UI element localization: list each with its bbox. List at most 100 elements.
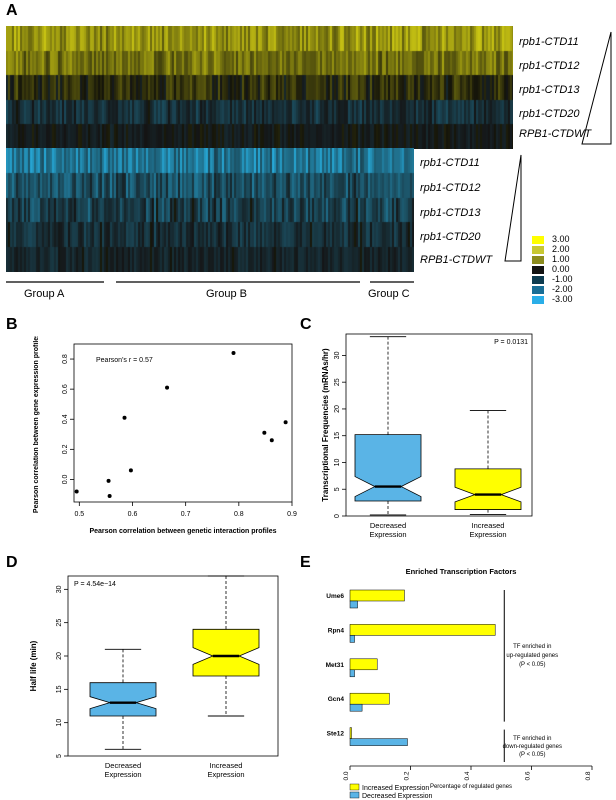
bar-decreased bbox=[349, 738, 408, 746]
bar-decreased bbox=[349, 703, 363, 712]
y-tick-label: 20 bbox=[334, 405, 341, 413]
legend-value: -3.00 bbox=[552, 294, 573, 304]
bar-increased bbox=[349, 658, 378, 671]
y-tick-label: 25 bbox=[56, 619, 63, 627]
legend-label: Decreased Expression bbox=[362, 793, 433, 800]
plot-frame bbox=[73, 343, 293, 503]
bar-decreased bbox=[349, 600, 358, 609]
legend-swatch bbox=[349, 791, 360, 799]
y-tick-label: 5 bbox=[334, 487, 341, 491]
heatmap-top-row-label: rpb1-CTD20 bbox=[519, 108, 580, 120]
category-label: Gcn4 bbox=[328, 696, 345, 703]
y-axis-label: Transcriptional Frequencies (mRNAs/hr) bbox=[321, 348, 330, 502]
x-tick-label: 0.6 bbox=[525, 771, 532, 780]
scatter-point bbox=[231, 351, 236, 356]
y-axis-label: Pearson correlation between gene express… bbox=[33, 336, 40, 513]
legend-swatch bbox=[532, 246, 544, 254]
y-tick-label: 30 bbox=[334, 351, 341, 359]
panel-letter-e: E bbox=[300, 554, 311, 571]
legend-swatch bbox=[532, 286, 544, 294]
bar-increased bbox=[349, 727, 352, 739]
bracket-label-down: TF enriched in bbox=[513, 736, 551, 742]
x-tick-label: 0.5 bbox=[74, 511, 84, 518]
group-brackets bbox=[6, 281, 414, 283]
heatmap-bottom-row-label: rpb1-CTD11 bbox=[420, 157, 480, 169]
box-decreased bbox=[354, 434, 422, 502]
scatter-point bbox=[165, 385, 170, 390]
x-tick-label: 0.4 bbox=[464, 771, 471, 780]
category-label: Met31 bbox=[326, 662, 345, 669]
y-axis-label: Half life (min) bbox=[29, 640, 38, 691]
category-label: Expression bbox=[207, 770, 244, 779]
legend-swatch bbox=[532, 266, 544, 274]
box-plot-transcription: 051015202530DecreasedExpressionIncreased… bbox=[321, 333, 533, 539]
scatter-point bbox=[106, 478, 111, 483]
color-legend-rows: 3.00 2.00 1.00 0.00 -1.00 -2.00 bbox=[532, 234, 612, 296]
group-label-a: Group A bbox=[24, 288, 65, 300]
y-tick-label: 20 bbox=[56, 652, 63, 660]
heatmap-bottom-row-label: rpb1-CTD13 bbox=[420, 207, 481, 219]
x-tick-label: 0.8 bbox=[234, 511, 244, 518]
legend-swatch bbox=[349, 783, 360, 791]
chart-title: Enriched Transcription Factors bbox=[406, 567, 517, 576]
legend-value: -1.00 bbox=[552, 274, 573, 284]
bar-increased bbox=[349, 692, 390, 705]
x-tick-label: 0.7 bbox=[181, 511, 191, 518]
bracket-label-up: TF enriched in bbox=[513, 644, 551, 650]
plot-frame bbox=[67, 575, 279, 757]
x-tick-label: 0.6 bbox=[128, 511, 138, 518]
y-tick-label: 10 bbox=[56, 719, 63, 727]
bracket-label-down: down-regulated genes bbox=[503, 744, 562, 750]
wedge-top-icon bbox=[581, 31, 612, 145]
scatter-point bbox=[128, 468, 133, 473]
scatter-point bbox=[283, 420, 288, 425]
scatter-point bbox=[122, 415, 127, 420]
heatmap-bottom-row-label: RPB1-CTDWT bbox=[420, 254, 493, 266]
category-label: Decreased bbox=[105, 761, 141, 770]
bar-decreased bbox=[349, 635, 355, 643]
legend-value: 3.00 bbox=[552, 234, 570, 244]
panel-letter-b: B bbox=[6, 316, 18, 333]
box-decreased bbox=[89, 682, 157, 717]
x-axis-label: Pearson correlation between genetic inte… bbox=[89, 528, 276, 535]
legend-value: 2.00 bbox=[552, 244, 570, 254]
category-label: Decreased bbox=[370, 521, 406, 530]
category-label: Increased bbox=[472, 521, 505, 530]
y-tick-label: 15 bbox=[56, 685, 63, 693]
legend-swatch bbox=[532, 296, 544, 304]
category-label: Expression bbox=[104, 770, 141, 779]
bar-increased bbox=[349, 624, 496, 636]
bar-chart-transcription-factors: Enriched Transcription Factors Ume6 Rpn4 Me… bbox=[326, 567, 593, 800]
legend-swatch bbox=[532, 256, 544, 264]
scatter-point bbox=[74, 489, 79, 494]
heatmap-top-row-label: rpb1-CTD11 bbox=[519, 36, 579, 48]
category-label: Ume6 bbox=[326, 593, 344, 600]
bracket-label-up: up-regulated genes bbox=[506, 653, 558, 659]
y-tick-label: 15 bbox=[334, 432, 341, 440]
box-plot-half-life: 51015202530DecreasedExpressionIncreasedE… bbox=[29, 575, 279, 779]
y-tick-label: 0.8 bbox=[62, 354, 69, 364]
box-increased bbox=[454, 468, 522, 510]
x-tick-label: 0.2 bbox=[404, 771, 411, 780]
x-tick-label: 0.8 bbox=[585, 771, 592, 780]
bracket-label-up: (P < 0.05) bbox=[519, 662, 545, 668]
scatter-point bbox=[107, 493, 112, 498]
plot-frame bbox=[345, 333, 533, 517]
y-tick-label: 0.2 bbox=[62, 444, 69, 454]
heatmap-top bbox=[6, 26, 513, 149]
x-tick-label: 0.9 bbox=[287, 511, 297, 518]
bracket-label-down: (P < 0.05) bbox=[519, 752, 545, 758]
x-axis-label: Percentage of regulated genes bbox=[430, 784, 512, 790]
panel-letter-c: C bbox=[300, 316, 312, 333]
category-label: Expression bbox=[469, 530, 506, 539]
heatmap-top-row-label: rpb1-CTD13 bbox=[519, 84, 580, 96]
scatter-chart: 0.5 0.6 0.7 0.8 0.9 0.0 0.2 0.4 0.6 0.8 Pearson's … bbox=[33, 336, 297, 535]
group-label-b: Group B bbox=[206, 288, 247, 300]
panel-letter-a: A bbox=[6, 2, 18, 19]
legend-value: 0.00 bbox=[552, 264, 570, 274]
group-label-c: Group C bbox=[368, 288, 410, 300]
bar-decreased bbox=[349, 669, 355, 678]
heatmap-bottom-row-label: rpb1-CTD12 bbox=[420, 182, 481, 194]
p-value-annotation: P = 0.0131 bbox=[494, 339, 528, 346]
y-tick-label: 10 bbox=[334, 458, 341, 466]
